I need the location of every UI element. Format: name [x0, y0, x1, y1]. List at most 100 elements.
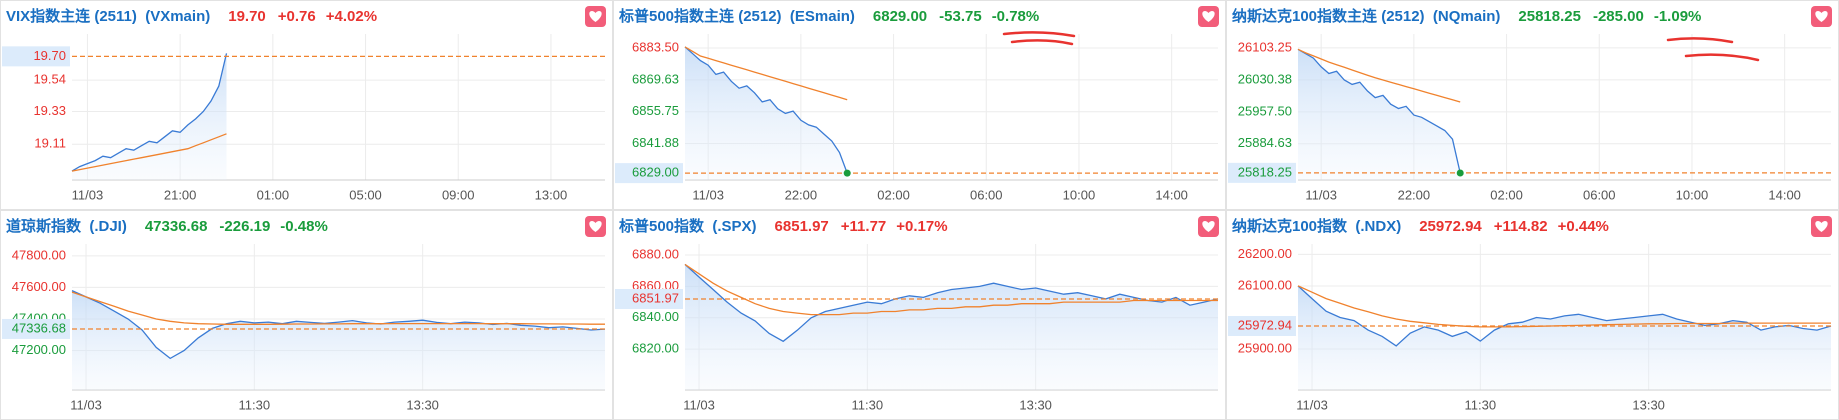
- price-line: [684, 263, 1219, 343]
- x-tick-label: 11/03: [70, 397, 102, 412]
- current-price-label: 6829.00: [632, 165, 679, 180]
- header-change: -226.19: [219, 218, 270, 235]
- header-change-pct: -0.78%: [992, 8, 1040, 25]
- heart-icon: [1202, 11, 1215, 22]
- y-tick-label: 6869.63: [632, 71, 679, 86]
- heart-icon: [589, 221, 602, 232]
- current-price-box: [2, 318, 70, 339]
- y-tick-label: 47600.00: [12, 279, 66, 294]
- x-tick-label: 13:00: [535, 187, 568, 202]
- current-price-label: 19.70: [33, 48, 66, 63]
- y-tick-label: 6880.00: [632, 246, 679, 261]
- heart-icon: [1815, 11, 1828, 22]
- x-tick-label: 22:00: [1398, 187, 1431, 202]
- heart-icon: [589, 11, 602, 22]
- header-title: VIX指数主连 (2511) (VXmain): [6, 7, 210, 25]
- plot: 11/03 21:00 01:00 05:00 09:00 13:00 19.54 19.33…: [2, 34, 605, 202]
- plot: 11/03 22:00 02:00 06:00 10:00 14:00 6883.50 686…: [615, 34, 1218, 202]
- y-tick-label: 6855.75: [632, 103, 679, 118]
- x-tick-label: 14:00: [1155, 187, 1188, 202]
- header-title: 纳斯达克100指数 (.NDX): [1232, 217, 1401, 235]
- y-tick-label: 6883.50: [632, 39, 679, 54]
- y-tick-label: 25884.63: [1238, 135, 1292, 150]
- x-tick-label: 22:00: [785, 187, 818, 202]
- last-price-dot: [1456, 169, 1464, 177]
- x-tick-label: 13:30: [406, 397, 439, 412]
- current-price-box: [2, 46, 70, 67]
- header-change-pct: +0.17%: [896, 218, 947, 235]
- x-tick-label: 11:30: [852, 397, 884, 412]
- last-price-dot: [843, 169, 851, 177]
- average-line: [684, 46, 848, 101]
- x-tick-label: 09:00: [442, 187, 475, 202]
- price-area: [1298, 49, 1461, 180]
- header-price: 47336.68: [145, 218, 208, 235]
- scribble: [1002, 31, 1076, 38]
- x-tick-label: 10:00: [1063, 187, 1096, 202]
- header-price: 6829.00: [873, 8, 927, 25]
- price-area: [685, 264, 1218, 390]
- x-tick-label: 11:30: [239, 397, 271, 412]
- header-price: 25972.94: [1419, 218, 1482, 235]
- x-tick-label: 14:00: [1768, 187, 1801, 202]
- price-line: [684, 46, 848, 174]
- header-title: 标普500指数 (.SPX): [618, 217, 757, 235]
- header-price: 6851.97: [775, 218, 829, 235]
- x-tick-label: 06:00: [970, 187, 1003, 202]
- y-tick-label: 6841.88: [632, 135, 679, 150]
- x-tick-label: 10:00: [1676, 187, 1709, 202]
- x-tick-label: 01:00: [257, 187, 290, 202]
- current-price-label: 6851.97: [632, 290, 679, 305]
- current-price-box: [615, 163, 683, 184]
- price-area: [72, 290, 605, 390]
- scribble: [1684, 53, 1760, 62]
- price-line: [1297, 285, 1832, 347]
- y-tick-label: 19.33: [33, 103, 66, 118]
- y-tick-label: 47200.00: [12, 342, 66, 357]
- y-tick-label: 6820.00: [632, 341, 679, 356]
- y-tick-label: 19.11: [34, 136, 66, 151]
- x-tick-label: 13:30: [1019, 397, 1052, 412]
- y-tick-label: 26030.38: [1238, 71, 1292, 86]
- header-title: 道琼斯指数 (.DJI): [6, 217, 127, 235]
- header-change: -53.75: [939, 8, 982, 25]
- heart-icon: [1815, 221, 1828, 232]
- scribble: [1666, 37, 1734, 44]
- x-tick-label: 02:00: [1490, 187, 1523, 202]
- header-change: +11.77: [841, 218, 886, 235]
- scribble: [1010, 39, 1074, 46]
- x-tick-label: 11/03: [692, 187, 724, 202]
- current-price-box: [615, 288, 683, 309]
- price-area: [685, 46, 848, 181]
- average-line: [1297, 48, 1461, 103]
- header-change: -285.00: [1593, 8, 1644, 25]
- plot: 11/03 11:30 13:306880.006860.006840.006820…: [615, 244, 1219, 412]
- header-title: 标普500指数主连 (2512) (ESmain): [618, 7, 855, 25]
- x-tick-label: 11/03: [683, 397, 715, 412]
- header-title: 纳斯达克100指数主连 (2512) (NQmain): [1232, 7, 1500, 25]
- header-change-pct: +4.02%: [326, 8, 377, 25]
- heart-icon: [1202, 221, 1215, 232]
- x-tick-label: 21:00: [164, 187, 197, 202]
- average-line: [71, 133, 227, 172]
- y-tick-label: 19.54: [33, 72, 66, 87]
- x-tick-label: 11/03: [72, 187, 104, 202]
- y-tick-label: 6840.00: [632, 309, 679, 324]
- header-change-pct: -0.48%: [280, 218, 328, 235]
- x-tick-label: 11/03: [1296, 397, 1328, 412]
- x-tick-label: 05:00: [349, 187, 382, 202]
- y-tick-label: 25900.00: [1238, 340, 1292, 355]
- y-tick-label: 47800.00: [12, 247, 66, 262]
- current-price-label: 25972.94: [1238, 317, 1292, 332]
- x-tick-label: 06:00: [1583, 187, 1616, 202]
- current-price-box: [1228, 316, 1296, 337]
- current-price-label: 25818.25: [1238, 164, 1292, 179]
- header-change: +0.76: [278, 8, 316, 25]
- x-tick-label: 13:30: [1632, 397, 1665, 412]
- y-tick-label: 26103.25: [1238, 39, 1292, 54]
- x-tick-label: 11/03: [1305, 187, 1337, 202]
- x-tick-label: 02:00: [877, 187, 910, 202]
- plot: 11/03 11:30 13:3047800.0047600.0047400.004…: [2, 244, 606, 412]
